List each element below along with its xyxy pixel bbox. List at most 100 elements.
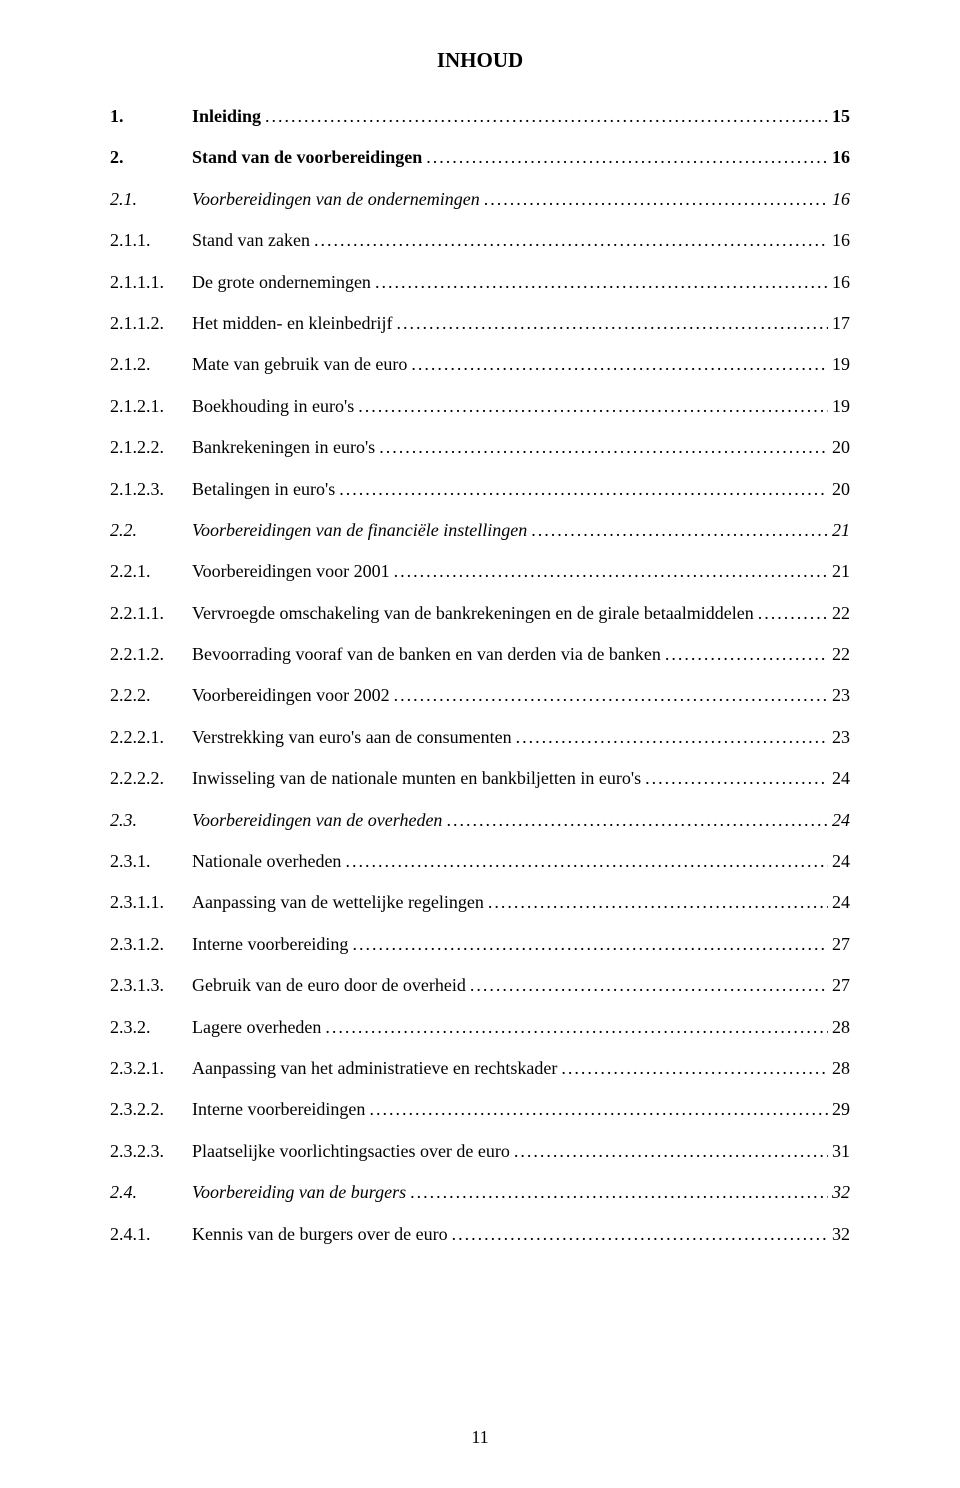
toc-leader-dots: ........................................…	[758, 602, 828, 626]
toc-entry-page: 27	[828, 933, 850, 956]
toc-entry-title: Bevoorrading vooraf van de banken en van…	[192, 643, 665, 666]
toc-entry-page: 29	[828, 1098, 850, 1121]
toc-leader-dots: ........................................…	[426, 146, 828, 170]
page-title: INHOUD	[110, 48, 850, 73]
toc-entry: 2.1.2.2.Bankrekeningen in euro's........…	[110, 436, 850, 460]
toc-entry-number: 2.3.1.1.	[110, 891, 192, 914]
toc-leader-dots: ........................................…	[452, 1223, 828, 1247]
toc-leader-dots: ........................................…	[325, 1016, 828, 1040]
toc-entry-number: 2.2.1.2.	[110, 643, 192, 666]
toc-entry-page: 23	[828, 726, 850, 749]
toc-leader-dots: ........................................…	[645, 767, 828, 791]
toc-entry: 2.1.2.Mate van gebruik van de euro......…	[110, 353, 850, 377]
toc-entry-title: Boekhouding in euro's	[192, 395, 358, 418]
toc-entry-title: Interne voorbereiding	[192, 933, 352, 956]
toc-entry-page: 23	[828, 684, 850, 707]
toc-entry-number: 2.3.1.2.	[110, 933, 192, 956]
toc-entry: 2.2.Voorbereidingen van de financiële in…	[110, 519, 850, 543]
toc-entry: 2.3.2.2.Interne voorbereidingen.........…	[110, 1098, 850, 1122]
toc-entry-page: 22	[828, 643, 850, 666]
toc-entry-number: 2.1.2.3.	[110, 478, 192, 501]
toc-entry-title: Inwisseling van de nationale munten en b…	[192, 767, 645, 790]
toc-entry-page: 20	[828, 436, 850, 459]
toc-entry-title: Aanpassing van de wettelijke regelingen	[192, 891, 488, 914]
toc-entry: 2.3.1.1.Aanpassing van de wettelijke reg…	[110, 891, 850, 915]
toc-entry-page: 17	[828, 312, 850, 335]
toc-entry-page: 32	[828, 1223, 850, 1246]
toc-leader-dots: ........................................…	[470, 974, 828, 998]
toc-entry-number: 2.2.2.	[110, 684, 192, 707]
toc-entry: 2.3.2.3.Plaatselijke voorlichtingsacties…	[110, 1140, 850, 1164]
toc-entry-page: 16	[828, 271, 850, 294]
toc-entry-title: Betalingen in euro's	[192, 478, 339, 501]
toc-entry-page: 15	[828, 105, 850, 128]
toc-entry-page: 16	[828, 229, 850, 252]
toc-entry: 2.2.1.2.Bevoorrading vooraf van de banke…	[110, 643, 850, 667]
toc-entry-title: Inleiding	[192, 105, 265, 128]
toc-entry-number: 2.3.1.	[110, 850, 192, 873]
toc-entry-title: Voorbereidingen van de overheden	[192, 809, 446, 832]
toc-entry-page: 32	[828, 1181, 850, 1204]
toc-entry-title: Voorbereidingen voor 2002	[192, 684, 394, 707]
toc-leader-dots: ........................................…	[369, 1098, 828, 1122]
toc-entry: 2.3.Voorbereidingen van de overheden....…	[110, 809, 850, 833]
toc-leader-dots: ........................................…	[358, 395, 828, 419]
toc-entry: 2.3.2.Lagere overheden..................…	[110, 1016, 850, 1040]
toc-entry-number: 2.3.2.	[110, 1016, 192, 1039]
toc-entry: 2.2.2.Voorbereidingen voor 2002.........…	[110, 684, 850, 708]
toc-entry-page: 24	[828, 767, 850, 790]
toc-leader-dots: ........................................…	[394, 684, 828, 708]
toc-entry-title: Nationale overheden	[192, 850, 345, 873]
toc-entry-page: 21	[828, 519, 850, 542]
toc-leader-dots: ........................................…	[411, 353, 828, 377]
toc-leader-dots: ........................................…	[514, 1140, 828, 1164]
toc-leader-dots: ........................................…	[516, 726, 828, 750]
toc-entry-number: 1.	[110, 105, 192, 128]
toc-entry-number: 2.	[110, 146, 192, 169]
toc-entry-title: Lagere overheden	[192, 1016, 325, 1039]
toc-entry-title: Vervroegde omschakeling van de bankreken…	[192, 602, 758, 625]
toc-entry-number: 2.3.1.3.	[110, 974, 192, 997]
toc-entry-title: Aanpassing van het administratieve en re…	[192, 1057, 561, 1080]
toc-entry: 2.3.1.2.Interne voorbereiding...........…	[110, 933, 850, 957]
toc-entry: 2.4.Voorbereiding van de burgers........…	[110, 1181, 850, 1205]
toc-entry-number: 2.4.1.	[110, 1223, 192, 1246]
toc-entry-number: 2.1.1.	[110, 229, 192, 252]
toc-entry-number: 2.4.	[110, 1181, 192, 1204]
toc-entry-page: 19	[828, 353, 850, 376]
toc-leader-dots: ........................................…	[410, 1181, 828, 1205]
toc-entry: 2.1.Voorbereidingen van de ondernemingen…	[110, 188, 850, 212]
toc-entry-number: 2.1.2.1.	[110, 395, 192, 418]
toc-leader-dots: ........................................…	[375, 271, 828, 295]
toc-leader-dots: ........................................…	[665, 643, 828, 667]
toc-entry-title: Stand van zaken	[192, 229, 314, 252]
toc-entry-page: 22	[828, 602, 850, 625]
toc-leader-dots: ........................................…	[265, 105, 828, 129]
toc-entry-title: Voorbereidingen voor 2001	[192, 560, 394, 583]
toc-entry-page: 16	[828, 188, 850, 211]
toc-entry: 2.2.1.Voorbereidingen voor 2001.........…	[110, 560, 850, 584]
document-page: INHOUD 1.Inleiding......................…	[0, 0, 960, 1488]
toc-entry-title: De grote ondernemingen	[192, 271, 375, 294]
toc-entry: 2.1.1.2.Het midden- en kleinbedrijf.....…	[110, 312, 850, 336]
toc-leader-dots: ........................................…	[345, 850, 828, 874]
toc-entry: 1.Inleiding.............................…	[110, 105, 850, 129]
toc-entry-number: 2.2.1.	[110, 560, 192, 583]
toc-entry: 2.1.1.1.De grote ondernemingen..........…	[110, 271, 850, 295]
toc-entry-title: Gebruik van de euro door de overheid	[192, 974, 470, 997]
toc-leader-dots: ........................................…	[379, 436, 828, 460]
toc-entry-number: 2.1.1.2.	[110, 312, 192, 335]
toc-entry-page: 20	[828, 478, 850, 501]
toc-entry-page: 21	[828, 560, 850, 583]
toc-leader-dots: ........................................…	[352, 933, 828, 957]
toc-entry-title: Voorbereidingen van de ondernemingen	[192, 188, 484, 211]
toc-entry: 2.3.1.3.Gebruik van de euro door de over…	[110, 974, 850, 998]
toc-entry-page: 24	[828, 850, 850, 873]
page-number: 11	[0, 1427, 960, 1448]
toc-leader-dots: ........................................…	[394, 560, 828, 584]
toc-entry-page: 31	[828, 1140, 850, 1163]
toc-leader-dots: ........................................…	[561, 1057, 828, 1081]
toc-entry: 2.3.1.Nationale overheden...............…	[110, 850, 850, 874]
toc-leader-dots: ........................................…	[396, 312, 828, 336]
toc-entry-title: Bankrekeningen in euro's	[192, 436, 379, 459]
